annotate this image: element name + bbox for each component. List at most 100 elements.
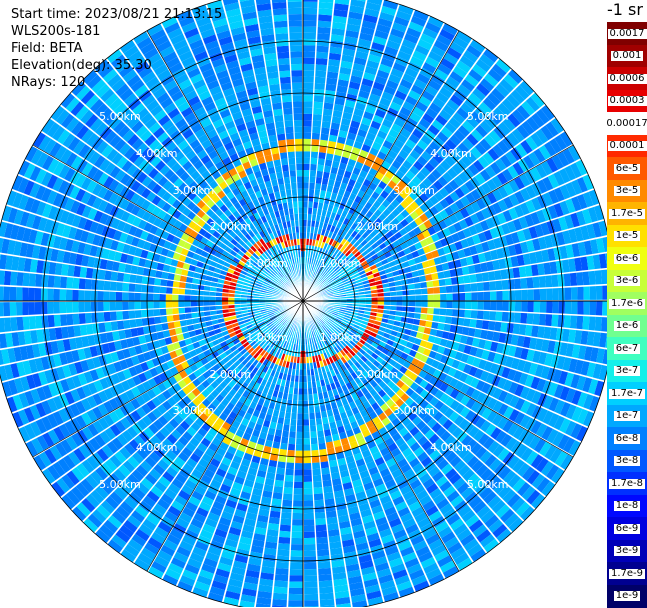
range-gate	[527, 313, 534, 324]
range-gate	[477, 292, 483, 301]
range-gate	[172, 301, 178, 307]
range-gate	[273, 492, 283, 499]
range-gate	[304, 519, 315, 526]
range-gate	[314, 89, 325, 96]
range-gate	[322, 474, 331, 481]
range-gate	[303, 164, 310, 170]
range-gate	[98, 270, 105, 281]
range-gate	[304, 444, 311, 450]
range-gate	[16, 287, 23, 301]
range-gate	[48, 315, 55, 328]
range-gate	[427, 287, 434, 294]
range-gate	[272, 599, 287, 606]
range-gate	[403, 295, 409, 300]
range-gate	[274, 587, 288, 594]
range-gate	[315, 70, 326, 77]
range-gate	[191, 296, 197, 301]
range-gate	[295, 451, 303, 457]
range-gate	[552, 301, 559, 313]
range-gate	[282, 431, 289, 438]
range-gate	[324, 492, 334, 499]
range-gate	[153, 309, 160, 317]
range-gate	[565, 287, 572, 300]
range-gate	[172, 295, 178, 301]
range-gate	[318, 562, 331, 569]
range-gate	[147, 293, 153, 301]
range-gate	[287, 456, 295, 463]
range-gate	[507, 323, 514, 334]
range-gate	[533, 276, 540, 288]
range-gate	[303, 419, 309, 425]
range-gate	[41, 288, 48, 301]
range-gate	[317, 27, 331, 34]
range-gate	[299, 370, 303, 376]
range-gate	[539, 313, 546, 325]
range-gate	[210, 292, 217, 297]
range-gate	[290, 563, 303, 570]
range-gate	[111, 272, 118, 282]
range-gate	[103, 291, 109, 301]
range-gate	[136, 319, 143, 328]
range-gate	[299, 376, 303, 382]
range-gate	[565, 301, 572, 314]
range-gate	[292, 513, 303, 519]
range-gate	[135, 284, 142, 292]
range-gate	[316, 171, 323, 178]
range-gate	[103, 302, 110, 312]
range-gate	[500, 269, 507, 280]
range-gate	[311, 133, 319, 140]
range-gate	[318, 574, 332, 581]
range-gate	[304, 532, 315, 539]
range-gate	[546, 288, 553, 300]
range-gate	[320, 593, 335, 600]
range-gate	[290, 425, 297, 432]
range-gate	[92, 269, 99, 280]
range-gate	[303, 39, 316, 46]
range-gate	[303, 1, 317, 8]
range-gate	[324, 96, 335, 103]
range-gate	[222, 297, 228, 301]
range-gate	[122, 283, 129, 292]
range-gate	[308, 201, 313, 208]
range-gate	[166, 280, 173, 287]
range-gate	[273, 593, 288, 600]
range-gate	[303, 95, 313, 101]
range-gate	[453, 301, 459, 309]
range-gate	[303, 83, 314, 89]
range-gate	[278, 543, 290, 550]
range-gate	[571, 301, 578, 314]
range-gate	[534, 301, 541, 312]
range-gate	[433, 315, 440, 322]
range-gate	[308, 195, 313, 202]
range-gate	[104, 322, 111, 332]
range-gate	[160, 309, 167, 316]
range-gate	[446, 301, 452, 308]
range-gate	[283, 493, 293, 500]
range-gate	[53, 302, 60, 314]
range-gate	[166, 308, 173, 315]
range-gate	[589, 316, 596, 330]
range-gate	[284, 487, 294, 494]
range-gate	[289, 588, 303, 595]
range-gate	[452, 285, 459, 293]
range-gate	[464, 283, 471, 291]
range-gate	[310, 425, 317, 432]
range-gate	[304, 544, 316, 551]
range-gate	[274, 580, 288, 587]
range-gate	[515, 301, 521, 312]
range-gate	[91, 313, 98, 324]
range-gate	[79, 313, 86, 324]
range-gate	[323, 486, 333, 493]
range-gate	[526, 277, 533, 288]
range-gate	[303, 214, 307, 220]
range-gate	[582, 271, 589, 285]
range-gate	[280, 518, 291, 525]
range-gate	[276, 562, 289, 569]
range-gate	[304, 538, 316, 545]
range-gate	[116, 311, 123, 320]
range-gate	[310, 431, 317, 438]
range-gate	[216, 297, 222, 301]
range-gate	[303, 133, 311, 139]
range-gate	[66, 302, 73, 313]
range-gate	[284, 418, 291, 425]
